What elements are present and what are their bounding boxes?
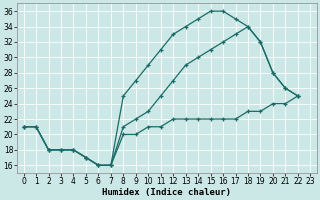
X-axis label: Humidex (Indice chaleur): Humidex (Indice chaleur) <box>102 188 231 197</box>
